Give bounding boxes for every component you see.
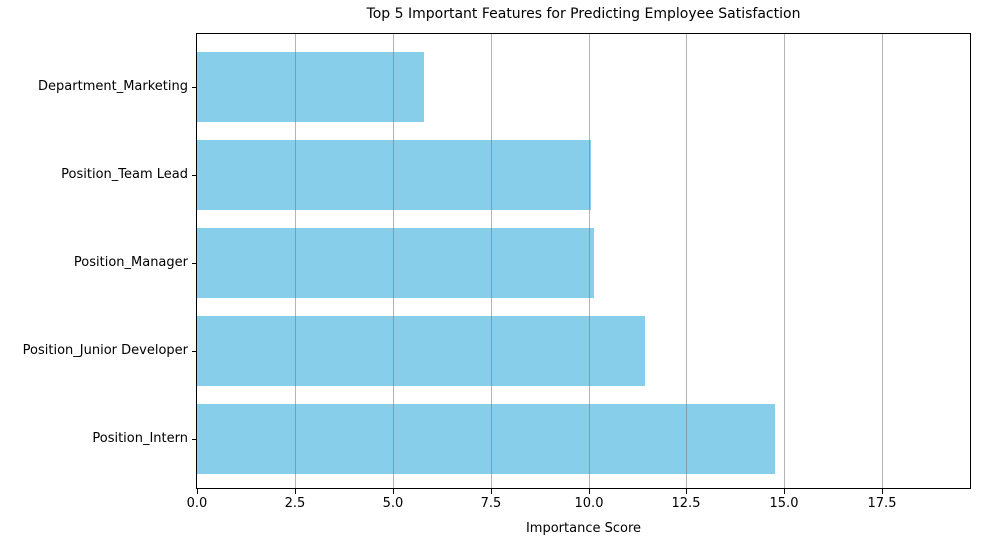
- y-tick-mark-3: [192, 263, 196, 264]
- gridline-x-10: [589, 34, 590, 488]
- gridline-x-17.5: [882, 34, 883, 488]
- x-tick-mark-17.5: [882, 489, 883, 494]
- gridline-x-7.5: [491, 34, 492, 488]
- y-tick-label-department-marketing: Department_Marketing: [38, 79, 188, 94]
- gridline-x-12.5: [686, 34, 687, 488]
- bar-department-marketing: [197, 52, 424, 122]
- x-tick-label-0.0: 0.0: [186, 496, 208, 511]
- bar-position-manager: [197, 228, 594, 298]
- bar-position-junior-developer: [197, 316, 645, 386]
- y-tick-mark-2: [192, 175, 196, 176]
- x-tick-mark-7.5: [491, 489, 492, 494]
- x-tick-label-15.0: 15.0: [769, 496, 799, 511]
- y-tick-label-position-team-lead: Position_Team Lead: [61, 167, 188, 182]
- gridline-x-15: [784, 34, 785, 488]
- x-tick-label-2.5: 2.5: [284, 496, 306, 511]
- plot-area: [196, 33, 971, 489]
- x-tick-mark-15.0: [784, 489, 785, 494]
- bar-position-intern: [197, 404, 775, 474]
- gridline-x-2.5: [295, 34, 296, 488]
- y-tick-label-position-manager: Position_Manager: [73, 255, 188, 270]
- x-axis-label: Importance Score: [525, 521, 642, 536]
- x-tick-mark-5.0: [393, 489, 394, 494]
- y-tick-label-position-intern: Position_Intern: [92, 431, 188, 446]
- x-tick-label-12.5: 12.5: [671, 496, 701, 511]
- x-tick-mark-12.5: [686, 489, 687, 494]
- x-tick-mark-2.5: [295, 489, 296, 494]
- x-tick-label-17.5: 17.5: [867, 496, 897, 511]
- gridline-x-5: [393, 34, 394, 488]
- chart-title: Top 5 Important Features for Predicting …: [366, 6, 801, 22]
- bar-position-team-lead: [197, 140, 591, 210]
- x-tick-label-10.0: 10.0: [574, 496, 604, 511]
- x-tick-mark-10.0: [589, 489, 590, 494]
- x-tick-mark-0.0: [197, 489, 198, 494]
- x-tick-label-7.5: 7.5: [480, 496, 502, 511]
- y-tick-mark-5: [192, 439, 196, 440]
- x-tick-label-5.0: 5.0: [382, 496, 404, 511]
- y-tick-mark-4: [192, 351, 196, 352]
- y-tick-mark-1: [192, 87, 196, 88]
- y-tick-label-position-junior-developer: Position_Junior Developer: [22, 343, 188, 358]
